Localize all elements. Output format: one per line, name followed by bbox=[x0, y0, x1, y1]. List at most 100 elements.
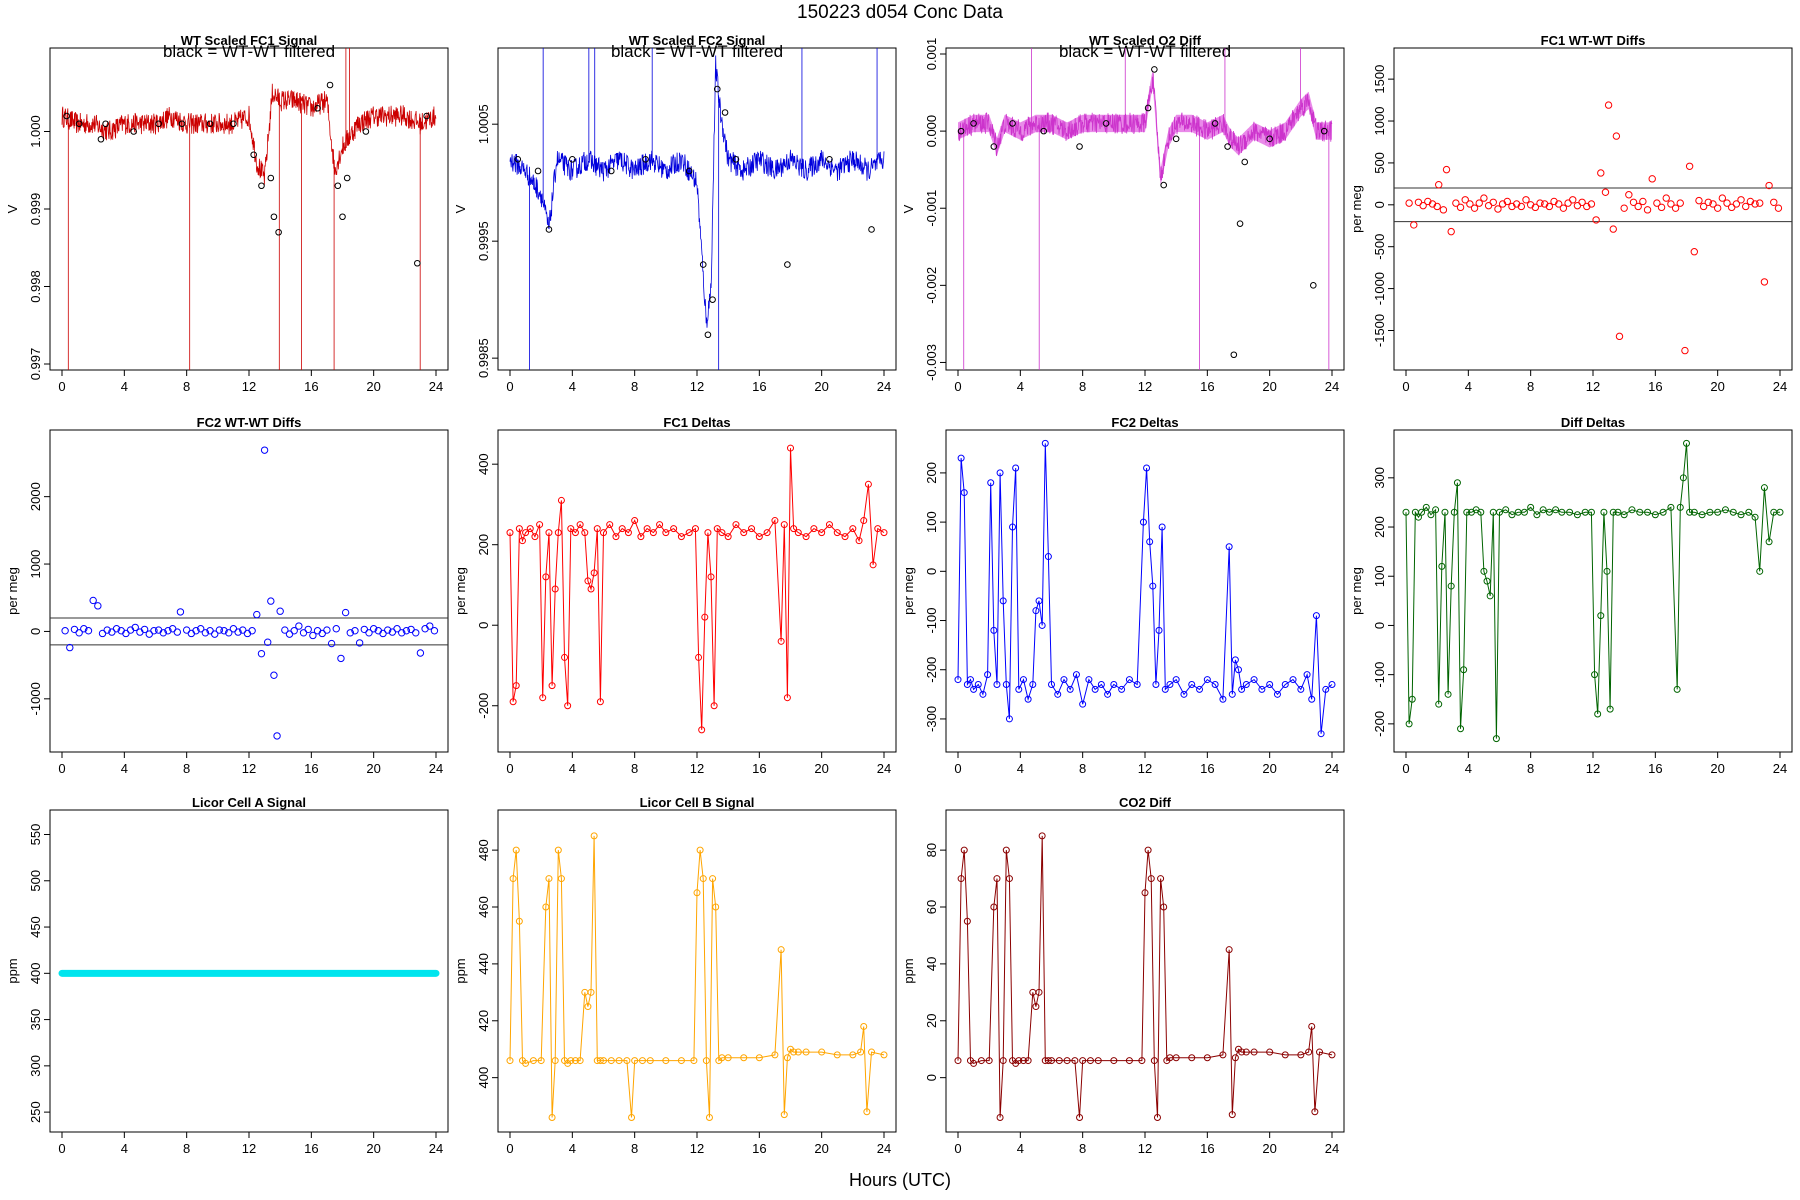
y-tick-label: -0.003 bbox=[924, 344, 939, 381]
plot-area bbox=[1402, 439, 1784, 743]
data-point bbox=[1667, 200, 1675, 208]
data-point bbox=[1125, 1057, 1133, 1065]
data-point bbox=[112, 625, 121, 633]
x-tick-label: 16 bbox=[752, 761, 766, 776]
data-point bbox=[506, 529, 514, 537]
data-point bbox=[1055, 1057, 1063, 1065]
data-point bbox=[990, 903, 998, 911]
data-point bbox=[1685, 162, 1694, 170]
data-point bbox=[600, 529, 607, 537]
data-point bbox=[1188, 1054, 1196, 1062]
data-point bbox=[1480, 567, 1488, 575]
filtered-point bbox=[326, 81, 334, 89]
data-point bbox=[860, 1022, 868, 1030]
x-tick-label: 24 bbox=[877, 761, 891, 776]
data-point bbox=[1587, 200, 1596, 208]
data-point bbox=[393, 625, 401, 633]
filtered-point bbox=[75, 120, 83, 128]
data-point bbox=[1566, 508, 1574, 516]
data-point bbox=[1774, 204, 1783, 212]
data-point bbox=[557, 875, 565, 883]
y-tick-label: 420 bbox=[476, 1010, 491, 1032]
data-point bbox=[1308, 695, 1316, 703]
data-point bbox=[554, 529, 562, 537]
signal-trace bbox=[61, 83, 437, 185]
data-point bbox=[299, 629, 308, 637]
x-tick-label: 4 bbox=[1465, 761, 1472, 776]
y-tick-label: -0.001 bbox=[924, 190, 939, 227]
data-point bbox=[548, 1113, 556, 1121]
data-point bbox=[173, 628, 182, 636]
data-point bbox=[1110, 680, 1118, 688]
data-point bbox=[1203, 676, 1211, 684]
x-tick-label: 20 bbox=[814, 1141, 828, 1156]
y-tick-label: -100 bbox=[924, 608, 939, 634]
data-point bbox=[763, 529, 771, 537]
data-point bbox=[332, 625, 340, 633]
data-point bbox=[1450, 508, 1458, 516]
data-point bbox=[1297, 1051, 1305, 1059]
data-point bbox=[624, 529, 632, 537]
data-point bbox=[825, 521, 833, 529]
data-point bbox=[1494, 205, 1502, 213]
data-point bbox=[383, 626, 392, 634]
data-point bbox=[509, 698, 517, 706]
data-point bbox=[571, 529, 579, 537]
data-point bbox=[1732, 200, 1741, 208]
data-point bbox=[1166, 680, 1174, 688]
filtered-point bbox=[957, 127, 965, 135]
filtered-point bbox=[339, 213, 346, 221]
data-point bbox=[1686, 508, 1694, 516]
data-point bbox=[1155, 626, 1163, 634]
plot-area bbox=[954, 832, 1336, 1121]
data-point bbox=[954, 676, 962, 684]
data-point bbox=[1636, 508, 1644, 516]
data-point bbox=[1110, 1057, 1118, 1065]
x-tick-label: 24 bbox=[877, 379, 891, 394]
data-point bbox=[704, 529, 712, 537]
data-point bbox=[1742, 202, 1750, 211]
filtered-point bbox=[1320, 127, 1328, 135]
data-point bbox=[794, 1048, 802, 1056]
filtered-point bbox=[1211, 120, 1219, 127]
data-point bbox=[1520, 508, 1528, 516]
data-point bbox=[718, 529, 726, 537]
data-point bbox=[290, 627, 298, 635]
data-point bbox=[705, 1113, 713, 1121]
chart-title: WT Scaled FC1 Signal bbox=[181, 33, 318, 48]
data-point bbox=[576, 521, 584, 529]
y-axis-label: per meg bbox=[1349, 567, 1364, 615]
data-point bbox=[1723, 199, 1731, 207]
data-point bbox=[1410, 221, 1418, 229]
filtered-point bbox=[699, 261, 707, 268]
x-tick-label: 16 bbox=[752, 379, 766, 394]
filtered-point bbox=[1009, 120, 1016, 127]
data-point bbox=[1439, 206, 1448, 214]
data-point bbox=[1303, 671, 1311, 679]
data-point bbox=[1024, 1057, 1032, 1065]
data-point bbox=[1231, 1054, 1239, 1062]
filtered-point bbox=[414, 259, 421, 267]
x-tick-label: 4 bbox=[569, 761, 576, 776]
data-point bbox=[1765, 538, 1773, 546]
x-tick-label: 12 bbox=[1138, 1141, 1152, 1156]
data-point bbox=[1032, 607, 1040, 615]
data-point bbox=[662, 1057, 670, 1065]
data-point bbox=[1552, 506, 1560, 514]
series-line bbox=[509, 835, 885, 1118]
x-tick-label: 24 bbox=[1773, 761, 1787, 776]
data-point bbox=[1024, 695, 1032, 703]
data-point bbox=[1442, 165, 1451, 174]
plot-area bbox=[506, 444, 888, 734]
data-point bbox=[327, 639, 336, 648]
data-point bbox=[1756, 567, 1764, 575]
x-tick-label: 12 bbox=[1138, 761, 1152, 776]
data-point bbox=[1432, 506, 1440, 514]
data-point bbox=[542, 903, 550, 911]
data-point bbox=[1597, 169, 1605, 177]
x-tick-label: 8 bbox=[183, 1141, 190, 1156]
data-point bbox=[1138, 1057, 1146, 1065]
filtered-point bbox=[990, 143, 998, 150]
data-point bbox=[182, 626, 191, 634]
data-point bbox=[1149, 582, 1157, 590]
